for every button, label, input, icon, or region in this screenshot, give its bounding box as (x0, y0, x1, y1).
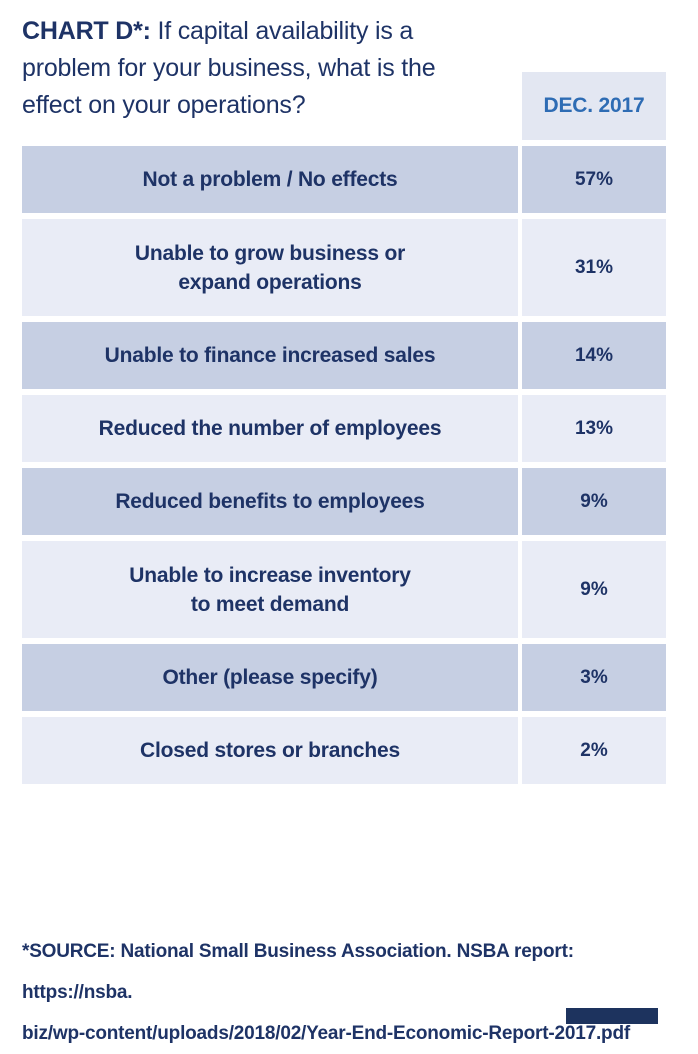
row-label-cell: Unable to grow business or expand operat… (22, 219, 518, 316)
title-line-1-text: If capital availability is a (150, 17, 414, 45)
row-value-cell: 14% (522, 322, 666, 389)
row-value-cell: 3% (522, 644, 666, 711)
footer-page-bar (566, 1008, 658, 1024)
table-row: Reduced benefits to employees 9% (22, 468, 666, 535)
column-header-dec-2017: DEC. 2017 (522, 72, 666, 140)
row-value-cell: 57% (522, 146, 666, 213)
row-label-cell: Closed stores or branches (22, 717, 518, 784)
title-prefix: CHART D*: (22, 17, 151, 45)
row-label-cell: Not a problem / No effects (22, 146, 518, 213)
column-divider (518, 717, 522, 784)
row-value-cell: 31% (522, 219, 666, 316)
column-divider (518, 468, 522, 535)
row-label-cell: Reduced the number of employees (22, 395, 518, 462)
column-divider (518, 644, 522, 711)
page-title: CHART D*: If capital availability is a p… (22, 13, 512, 124)
column-divider (518, 146, 522, 213)
table-row: Unable to grow business or expand operat… (22, 219, 666, 316)
row-label-cell: Reduced benefits to employees (22, 468, 518, 535)
column-header-label: DEC. 2017 (543, 94, 645, 117)
column-divider (518, 541, 522, 638)
row-value-cell: 9% (522, 468, 666, 535)
row-value-cell: 2% (522, 717, 666, 784)
title-line-1: CHART D*: If capital availability is a (22, 13, 512, 50)
table-row: Other (please specify) 3% (22, 644, 666, 711)
column-divider (518, 219, 522, 316)
table-row: Closed stores or branches 2% (22, 717, 666, 784)
data-table: Not a problem / No effects 57% Unable to… (22, 146, 666, 790)
column-divider (518, 322, 522, 389)
title-line-3: effect on your operations? (22, 91, 306, 119)
column-divider (518, 395, 522, 462)
table-row: Reduced the number of employees 13% (22, 395, 666, 462)
row-value-cell: 9% (522, 541, 666, 638)
source-note: *SOURCE: National Small Business Associa… (22, 931, 684, 1054)
row-value-cell: 13% (522, 395, 666, 462)
row-label-cell: Unable to finance increased sales (22, 322, 518, 389)
title-line-2: problem for your business, what is the (22, 54, 436, 82)
source-note-line-1: *SOURCE: National Small Business Associa… (22, 941, 574, 1003)
table-row: Unable to increase inventory to meet dem… (22, 541, 666, 638)
row-label-cell: Other (please specify) (22, 644, 518, 711)
row-label-cell: Unable to increase inventory to meet dem… (22, 541, 518, 638)
table-row: Unable to finance increased sales 14% (22, 322, 666, 389)
table-row: Not a problem / No effects 57% (22, 146, 666, 213)
